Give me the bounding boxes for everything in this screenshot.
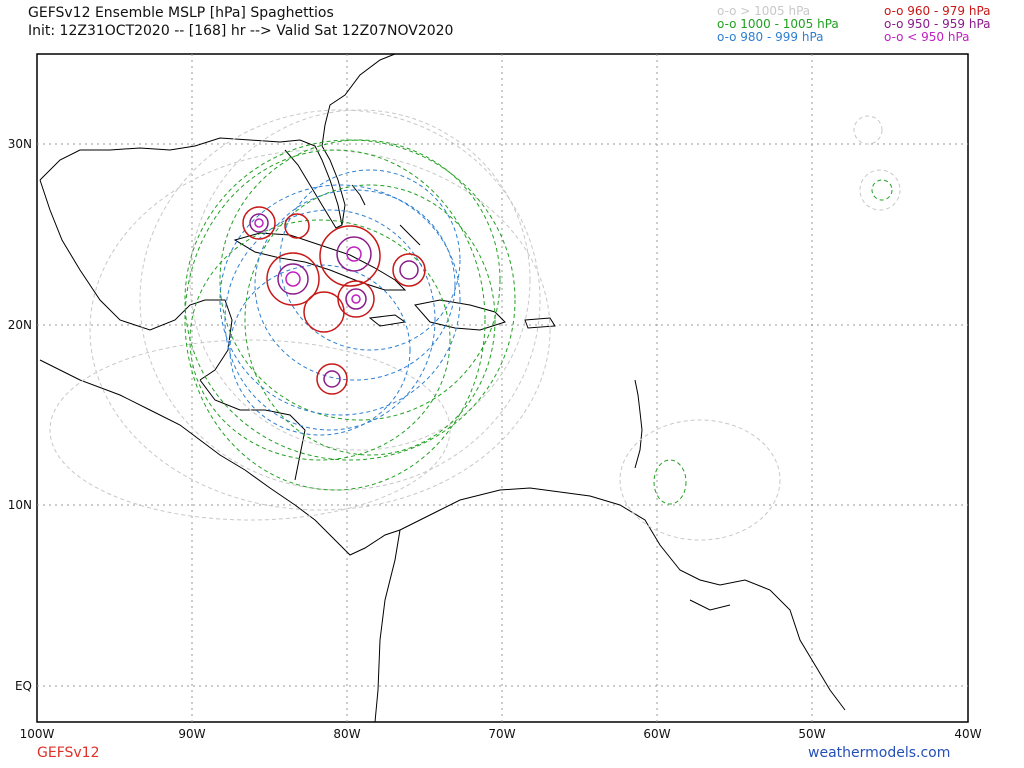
graticule — [37, 54, 968, 722]
x-tick-label: 40W — [954, 727, 981, 741]
x-axis-labels: 100W 90W 80W 70W 60W 50W 40W — [20, 727, 982, 741]
legend-960-979: o-o 960 - 979 hPa — [884, 4, 991, 18]
x-tick-label: 50W — [798, 727, 825, 741]
y-axis-labels: 30N 20N 10N EQ — [8, 137, 32, 693]
legend-980-999: o-o 980 - 999 hPa — [717, 30, 824, 44]
y-tick-label: 20N — [8, 318, 32, 332]
site-credit: weathermodels.com — [808, 745, 951, 761]
y-tick-label: 30N — [8, 137, 32, 151]
y-tick-label: 10N — [8, 498, 32, 512]
map-frame — [36, 53, 969, 723]
y-tick-label: EQ — [15, 679, 32, 693]
legend-above-1005: o-o > 1005 hPa — [717, 4, 811, 18]
x-tick-label: 60W — [643, 727, 670, 741]
x-tick-label: 100W — [20, 727, 55, 741]
legend-950-959: o-o 950 - 959 hPa — [884, 17, 991, 31]
x-tick-label: 80W — [333, 727, 360, 741]
model-label: GEFSv12 — [37, 745, 100, 761]
legend-below-950: o-o < 950 hPa — [884, 30, 970, 44]
map-subtitle: Init: 12Z31OCT2020 -- [168] hr --> Valid… — [28, 23, 454, 39]
low-centers — [242, 206, 426, 395]
x-tick-label: 70W — [488, 727, 515, 741]
x-tick-label: 90W — [178, 727, 205, 741]
legend-1000-1005: o-o 1000 - 1005 hPa — [717, 17, 839, 31]
ensemble-contours — [49, 109, 901, 541]
map-title: GEFSv12 Ensemble MSLP [hPa] Spaghettios — [28, 5, 334, 21]
